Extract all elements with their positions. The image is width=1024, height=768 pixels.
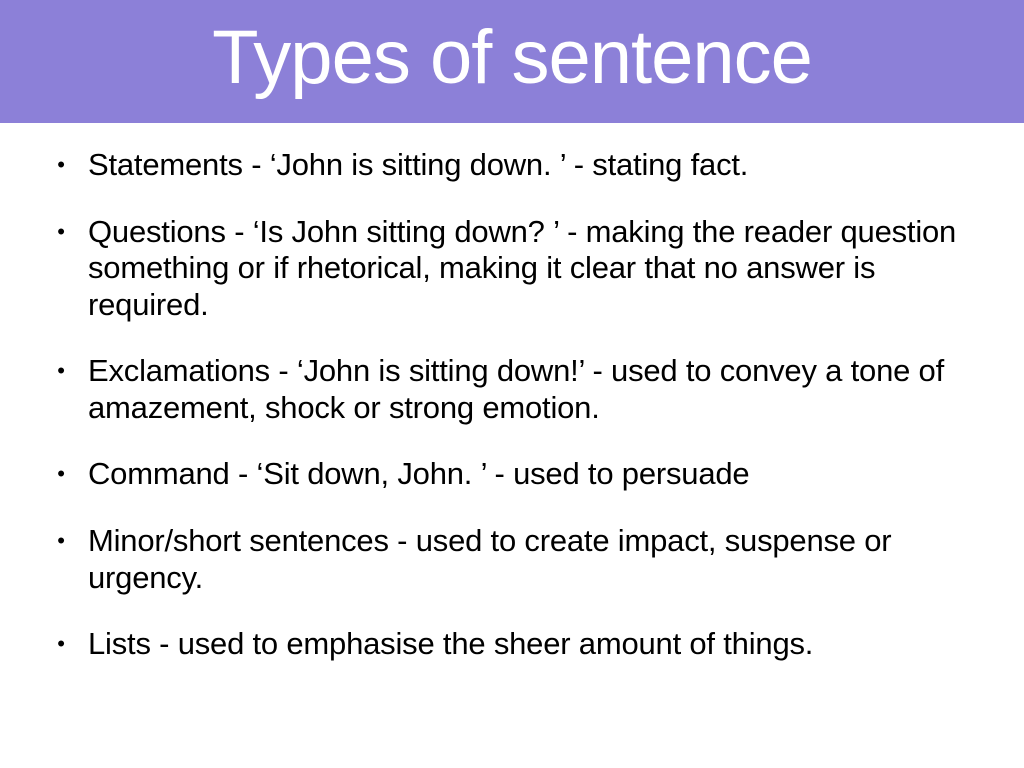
list-item: • Minor/short sentences - used to create… <box>34 523 990 596</box>
bullet-icon: • <box>34 523 88 559</box>
bullet-icon: • <box>34 147 88 183</box>
bullet-icon: • <box>34 353 88 389</box>
bullet-icon: • <box>34 456 88 492</box>
list-item-text: Questions - ‘Is John sitting down? ’ - m… <box>88 214 990 324</box>
list-item-text: Statements - ‘John is sitting down. ’ - … <box>88 147 990 184</box>
list-item-text: Minor/short sentences - used to create i… <box>88 523 990 596</box>
slide-content: • Statements - ‘John is sitting down. ’ … <box>0 123 1024 663</box>
list-item: • Questions - ‘Is John sitting down? ’ -… <box>34 214 990 324</box>
list-item: • Command - ‘Sit down, John. ’ - used to… <box>34 456 990 493</box>
bullet-icon: • <box>34 626 88 662</box>
list-item: • Statements - ‘John is sitting down. ’ … <box>34 147 990 184</box>
bullet-icon: • <box>34 214 88 250</box>
list-item-text: Lists - used to emphasise the sheer amou… <box>88 626 990 663</box>
list-item-text: Exclamations - ‘John is sitting down!’ -… <box>88 353 990 426</box>
bullet-list: • Statements - ‘John is sitting down. ’ … <box>34 147 990 663</box>
list-item: • Lists - used to emphasise the sheer am… <box>34 626 990 663</box>
list-item: • Exclamations - ‘John is sitting down!’… <box>34 353 990 426</box>
slide-header: Types of sentence <box>0 0 1024 123</box>
slide-title: Types of sentence <box>0 14 1024 101</box>
list-item-text: Command - ‘Sit down, John. ’ - used to p… <box>88 456 990 493</box>
